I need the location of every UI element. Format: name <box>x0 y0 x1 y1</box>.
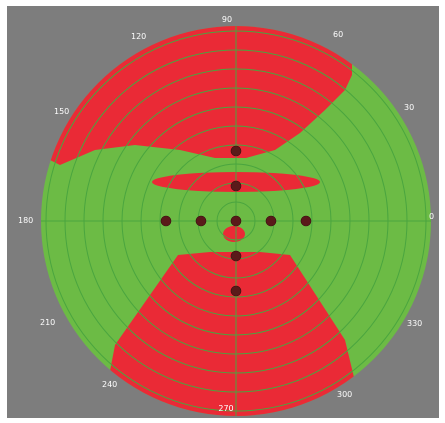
angle-label-330: 330 <box>407 319 422 328</box>
angle-label-210: 210 <box>40 318 55 327</box>
marker-point <box>265 215 277 227</box>
angle-label-90: 90 <box>222 15 232 24</box>
marker-group <box>160 145 312 297</box>
marker-point <box>230 285 242 297</box>
marker-point <box>300 215 312 227</box>
angle-label-150: 150 <box>54 107 69 116</box>
angle-label-300: 300 <box>337 390 352 399</box>
marker-point <box>160 215 172 227</box>
angle-label-240: 240 <box>102 380 117 389</box>
marker-point <box>230 250 242 262</box>
angle-label-60: 60 <box>333 30 343 39</box>
angle-label-30: 30 <box>404 103 414 112</box>
angle-labels: 0 30 60 90 120 150 180 210 240 270 300 3… <box>18 15 434 413</box>
angle-label-270: 270 <box>218 404 233 413</box>
marker-point <box>230 145 242 157</box>
marker-point <box>195 215 207 227</box>
marker-point <box>230 180 242 192</box>
angle-label-0: 0 <box>429 212 434 221</box>
angle-label-180: 180 <box>18 216 33 225</box>
marker-point <box>230 215 242 227</box>
angle-label-120: 120 <box>131 32 146 41</box>
